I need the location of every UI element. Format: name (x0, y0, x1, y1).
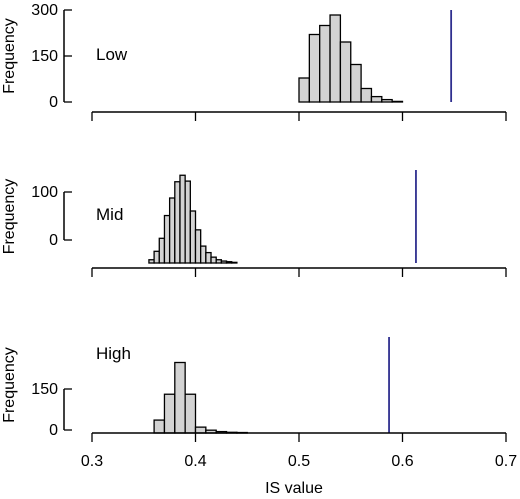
bar-mid-9 (194, 229, 202, 264)
y-tick-label-mid-100: 100 (31, 184, 58, 201)
bar-low-1 (308, 33, 321, 103)
bar-mid-4 (168, 197, 176, 264)
bar-high-1 (163, 393, 176, 434)
bar-low-5 (350, 63, 362, 103)
bar-mid-14 (220, 260, 228, 264)
x-tick-label-0.4: 0.4 (184, 453, 206, 470)
bar-low-7 (370, 95, 383, 103)
x-tick-label-0.5: 0.5 (288, 453, 310, 470)
bar-low-6 (360, 87, 373, 103)
bar-low-2 (319, 24, 331, 103)
bar-mid-10 (200, 245, 207, 264)
bar-mid-0 (148, 259, 155, 264)
bar-mid-2 (158, 237, 166, 264)
bar-mid-13 (215, 259, 223, 264)
bar-high-2 (174, 361, 186, 434)
y-tick-label-low-300: 300 (31, 2, 58, 19)
y-tick-label-high-0: 0 (49, 422, 58, 439)
bar-mid-5 (174, 181, 181, 264)
bar-mid-11 (205, 251, 212, 264)
x-axis-title: IS value (265, 480, 323, 497)
bar-mid-16 (231, 261, 238, 264)
bar-mid-3 (163, 214, 171, 264)
y-tick-label-mid-0: 0 (49, 232, 58, 249)
bar-low-9 (391, 100, 404, 103)
bar-high-3 (184, 393, 197, 434)
x-tick-label-0.3: 0.3 (81, 453, 103, 470)
x-tick-label-0.7: 0.7 (495, 453, 517, 470)
y-tick-label-high-150: 150 (31, 381, 58, 398)
bar-high-4 (194, 426, 207, 434)
bar-low-3 (329, 14, 342, 103)
bar-mid-6 (179, 174, 186, 264)
y-tick-label-low-150: 150 (31, 48, 58, 65)
bar-mid-8 (189, 210, 197, 264)
x-tick-label-0.6: 0.6 (391, 453, 413, 470)
panel-label-high: High (96, 344, 131, 363)
y-tick-label-low-0: 0 (49, 94, 58, 111)
bar-high-0 (153, 419, 166, 434)
bar-low-8 (381, 98, 393, 103)
y-axis-label-high: Frequency (1, 347, 18, 423)
panel-label-low: Low (96, 45, 128, 64)
bar-mid-7 (184, 180, 191, 264)
bar-low-0 (298, 77, 310, 103)
bar-mid-1 (153, 250, 160, 264)
y-axis-label-mid: Frequency (1, 179, 18, 255)
bar-low-4 (339, 41, 352, 103)
bar-mid-15 (225, 261, 233, 264)
y-axis-label-low: Frequency (1, 18, 18, 94)
panel-label-mid: Mid (96, 205, 123, 224)
bar-mid-12 (210, 256, 217, 264)
